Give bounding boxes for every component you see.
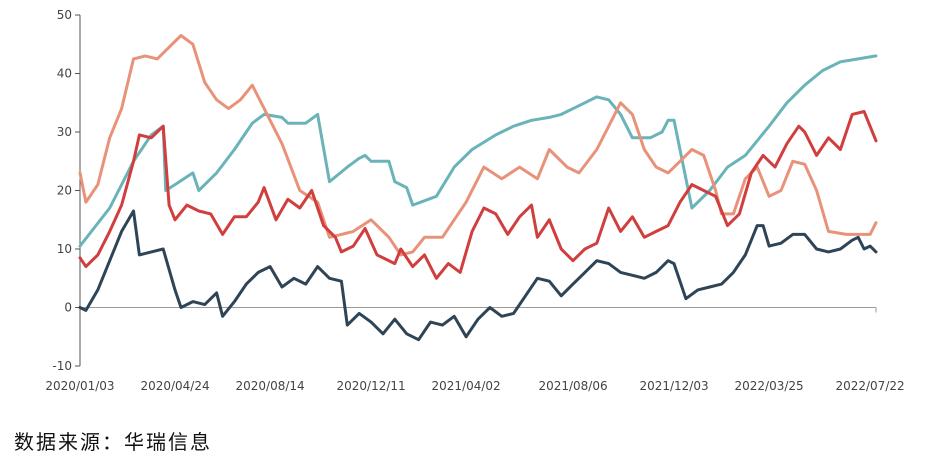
y-tick-label: 20 bbox=[57, 184, 72, 198]
y-tick-label: 50 bbox=[57, 8, 72, 22]
x-tick-label: 2020/08/14 bbox=[236, 379, 305, 393]
x-tick-label: 2021/12/03 bbox=[639, 379, 708, 393]
x-tick-label: 2022/03/25 bbox=[734, 379, 803, 393]
y-tick-label: -10 bbox=[52, 359, 72, 373]
x-tick-label: 2021/04/02 bbox=[432, 379, 501, 393]
series-line-4 bbox=[78, 209, 878, 342]
y-tick-label: 0 bbox=[64, 301, 72, 315]
series-layer bbox=[78, 34, 878, 342]
line-chart: -10 0 10 20 30 40 50 2020/01/03 2020/04/24 2020/0… bbox=[45, 8, 904, 393]
x-tick-label: 2021/08/06 bbox=[538, 379, 607, 393]
x-tick-label: 2022/07/22 bbox=[835, 379, 904, 393]
series-line-3 bbox=[78, 110, 878, 280]
y-tick-label: 40 bbox=[57, 67, 72, 81]
y-tick-label: 30 bbox=[57, 125, 72, 139]
source-note: 数据来源：华瑞信息 bbox=[14, 430, 212, 454]
y-tick-label: 10 bbox=[57, 242, 72, 256]
x-tick-label: 2020/04/24 bbox=[140, 379, 209, 393]
axis-layer: -10 0 10 20 30 40 50 2020/01/03 2020/04/24 2020/0… bbox=[45, 8, 904, 393]
series-line-1 bbox=[78, 54, 878, 248]
x-tick-label: 2020/01/03 bbox=[45, 379, 114, 393]
x-tick-label: 2020/12/11 bbox=[336, 379, 405, 393]
